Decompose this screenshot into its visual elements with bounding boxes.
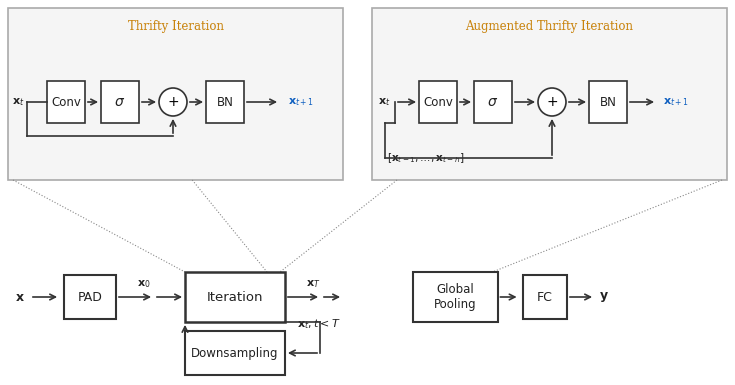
- Text: Global
Pooling: Global Pooling: [434, 283, 476, 311]
- Text: $\mathbf{x}_0$: $\mathbf{x}_0$: [137, 278, 151, 290]
- FancyBboxPatch shape: [523, 275, 567, 319]
- Text: Conv: Conv: [423, 95, 453, 109]
- FancyBboxPatch shape: [372, 8, 727, 180]
- Text: PAD: PAD: [78, 291, 102, 303]
- FancyBboxPatch shape: [185, 272, 285, 322]
- Text: $\sigma$: $\sigma$: [487, 95, 498, 109]
- FancyBboxPatch shape: [206, 81, 244, 123]
- Text: BN: BN: [600, 95, 617, 109]
- Text: BN: BN: [217, 95, 234, 109]
- FancyBboxPatch shape: [8, 8, 343, 180]
- Text: FC: FC: [537, 291, 553, 303]
- Text: $\sigma$: $\sigma$: [115, 95, 126, 109]
- Text: $\mathbf{y}$: $\mathbf{y}$: [599, 290, 609, 304]
- Text: +: +: [167, 95, 179, 109]
- FancyBboxPatch shape: [589, 81, 627, 123]
- FancyBboxPatch shape: [101, 81, 139, 123]
- Text: $\mathbf{x}_t, t < T$: $\mathbf{x}_t, t < T$: [297, 318, 341, 331]
- Circle shape: [538, 88, 566, 116]
- Circle shape: [159, 88, 187, 116]
- FancyBboxPatch shape: [64, 275, 116, 319]
- Text: Conv: Conv: [51, 95, 81, 109]
- Text: Thrifty Iteration: Thrifty Iteration: [127, 20, 223, 32]
- Text: $\mathbf{x}_{t+1}$: $\mathbf{x}_{t+1}$: [288, 96, 314, 108]
- Text: $\mathbf{x}_T$: $\mathbf{x}_T$: [306, 278, 320, 290]
- Text: Augmented Thrifty Iteration: Augmented Thrifty Iteration: [465, 20, 634, 32]
- FancyBboxPatch shape: [474, 81, 512, 123]
- Text: $[\mathbf{x}_{t-1},\ldots,\mathbf{x}_{t-h}]$: $[\mathbf{x}_{t-1},\ldots,\mathbf{x}_{t-…: [387, 151, 465, 165]
- Text: Downsampling: Downsampling: [191, 346, 279, 360]
- Text: +: +: [546, 95, 558, 109]
- Text: Iteration: Iteration: [207, 291, 263, 303]
- Text: $\mathbf{x}_{t+1}$: $\mathbf{x}_{t+1}$: [663, 96, 689, 108]
- FancyBboxPatch shape: [47, 81, 85, 123]
- FancyBboxPatch shape: [185, 331, 285, 375]
- Text: $\mathbf{x}$: $\mathbf{x}$: [15, 291, 25, 303]
- Text: $\mathbf{x}_t$: $\mathbf{x}_t$: [12, 96, 24, 108]
- Text: $\mathbf{x}_t$: $\mathbf{x}_t$: [378, 96, 390, 108]
- FancyBboxPatch shape: [419, 81, 457, 123]
- FancyBboxPatch shape: [412, 272, 498, 322]
